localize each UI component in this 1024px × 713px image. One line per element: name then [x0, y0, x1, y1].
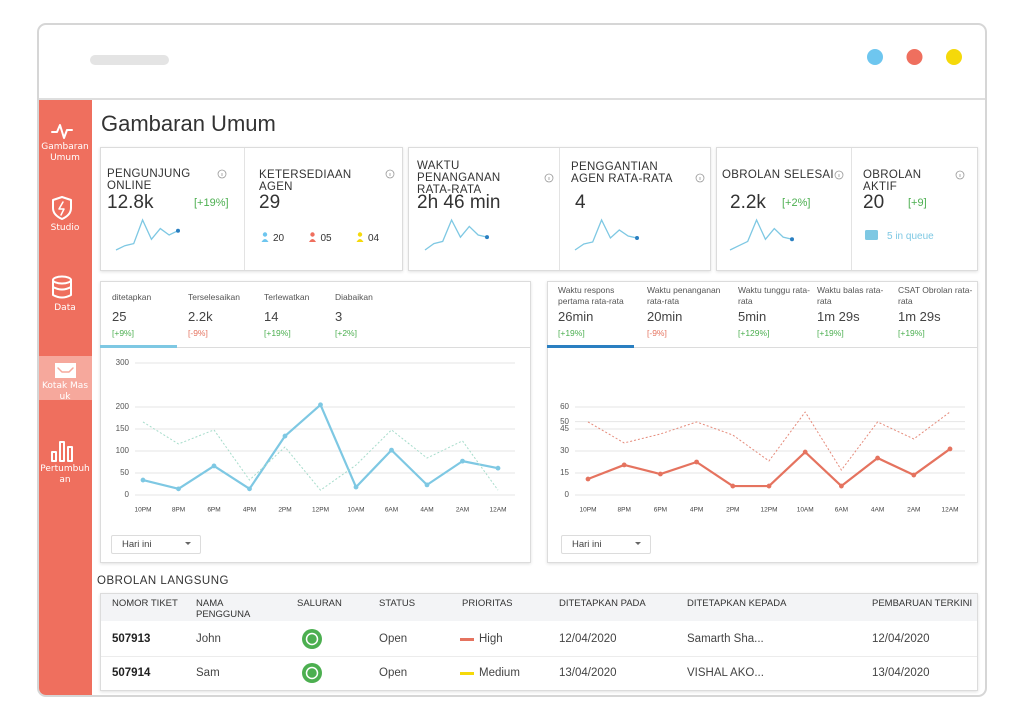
dropdown: [561, 535, 651, 554]
tab-change: [-9%]: [188, 328, 208, 338]
dropdown-text: Hari ini: [122, 539, 152, 550]
tab-divider: [548, 347, 977, 348]
tab-label: Terselesaikan: [188, 292, 240, 302]
tab-label: CSAT Obrolan rata-rata: [898, 285, 973, 306]
card-value: 12.8k: [107, 192, 154, 213]
tab-label: Waktu respons pertama rata-rata: [558, 285, 624, 306]
browser-frame: [37, 23, 987, 697]
top-bar-divider: [39, 98, 985, 100]
column-header: DITETAPKAN KEPADA: [687, 598, 787, 609]
cell: Sam: [196, 667, 220, 679]
tab-label: Diabaikan: [335, 292, 373, 302]
card-change: [+2%]: [782, 197, 811, 209]
cell: John: [196, 633, 221, 645]
card-label: PENGGANTIAN AGEN RATA-RATA: [571, 161, 673, 185]
tab-value: 1m 29s: [817, 309, 860, 324]
section-title: OBROLAN LANGSUNG: [97, 575, 229, 587]
tab-value: 1m 29s: [898, 309, 941, 324]
card-change: [+19%]: [194, 197, 229, 209]
column-header: DITETAPKAN PADA: [559, 598, 646, 609]
agent-count: 20: [273, 233, 285, 244]
priority-bar: [460, 638, 474, 641]
cell: 13/04/2020: [559, 667, 617, 679]
card-value: 2h 46 min: [417, 192, 501, 213]
tab-divider: [101, 347, 530, 348]
address-pill: [90, 55, 169, 65]
tab-value: 5min: [738, 309, 767, 324]
column-header: NOMOR TIKET: [112, 598, 178, 609]
tab-value: 25: [112, 309, 127, 324]
tab-change: [+19%]: [558, 328, 585, 338]
page-title: Gambaran Umum: [101, 111, 276, 136]
sidebar-label: Pertumbuhan: [40, 464, 90, 485]
sidebar-label: Gambaran Umum: [41, 142, 89, 163]
active-tab-underline: [547, 345, 634, 348]
column-header: PEMBARUAN TERKINI: [872, 598, 973, 609]
tab-value: 14: [264, 309, 279, 324]
tab-value: 2.2k: [188, 309, 213, 324]
tab-change: [+19%]: [898, 328, 925, 338]
dropdown-text: Hari ini: [572, 539, 602, 550]
sidebar-label: Studio: [50, 223, 80, 233]
tab-label: ditetapkan: [112, 292, 152, 302]
cell: Open: [379, 633, 408, 645]
cell: 12/04/2020: [872, 633, 930, 645]
tab-label: Terlewatkan: [264, 292, 310, 302]
card-label: OBROLAN SELESAI: [722, 169, 834, 181]
cell: 13/04/2020: [872, 667, 930, 679]
tab-change: [+129%]: [738, 328, 770, 338]
tab-change: [+19%]: [264, 328, 291, 338]
card-label: WAKTU PENANGANAN RATA-RATA: [417, 160, 501, 196]
cell: 507914: [112, 667, 151, 679]
card-value: 2.2k: [730, 192, 766, 213]
cell: VISHAL AKO...: [687, 667, 764, 679]
dropdown: [111, 535, 201, 554]
agent-count: 04: [368, 233, 380, 244]
card-label: PENGUNJUNG ONLINE: [107, 168, 191, 192]
tab-change: [+9%]: [112, 328, 134, 338]
cell: 12/04/2020: [559, 633, 617, 645]
card-change: [+9]: [908, 197, 927, 209]
card-divider: [559, 148, 560, 270]
chart-panel: [100, 281, 531, 563]
cell: Samarth Sha...: [687, 633, 764, 645]
cell: 507913: [112, 633, 151, 645]
queue-text: 5 in queue: [887, 231, 934, 242]
card-value: 29: [259, 192, 281, 213]
tab-change: [+19%]: [817, 328, 844, 338]
card-label: KETERSEDIAAN AGEN: [259, 169, 352, 193]
card-divider: [851, 148, 852, 270]
card-label: OBROLAN AKTIF: [863, 169, 922, 193]
sidebar-label: Data: [54, 303, 76, 313]
column-header: SALURAN: [297, 598, 342, 609]
column-header: PRIORITAS: [462, 598, 513, 609]
tab-label: Waktu balas rata-rata: [817, 285, 884, 306]
row-divider: [101, 656, 977, 657]
tab-value: 26min: [558, 309, 594, 324]
cell: Open: [379, 667, 408, 679]
agent-count: 05: [320, 233, 332, 244]
cell: Medium: [479, 667, 520, 679]
card-value: 20: [863, 192, 885, 213]
tab-label: Waktu penanganan rata-rata: [647, 285, 721, 306]
cell: High: [479, 633, 503, 645]
active-tab-underline: [100, 345, 177, 348]
tab-change: [-9%]: [647, 328, 667, 338]
card-divider: [244, 148, 245, 270]
table-header: [101, 594, 977, 621]
tab-change: [+2%]: [335, 328, 357, 338]
tab-value: 20min: [647, 309, 683, 324]
tab-value: 3: [335, 309, 343, 324]
column-header: NAMA PENGGUNA: [196, 598, 251, 620]
sidebar-label: Kotak Masuk: [41, 381, 89, 402]
tab-label: Waktu tunggu rata-rata: [738, 285, 810, 306]
card-value: 4: [575, 192, 586, 213]
column-header: STATUS: [379, 598, 416, 609]
priority-bar: [460, 672, 474, 675]
